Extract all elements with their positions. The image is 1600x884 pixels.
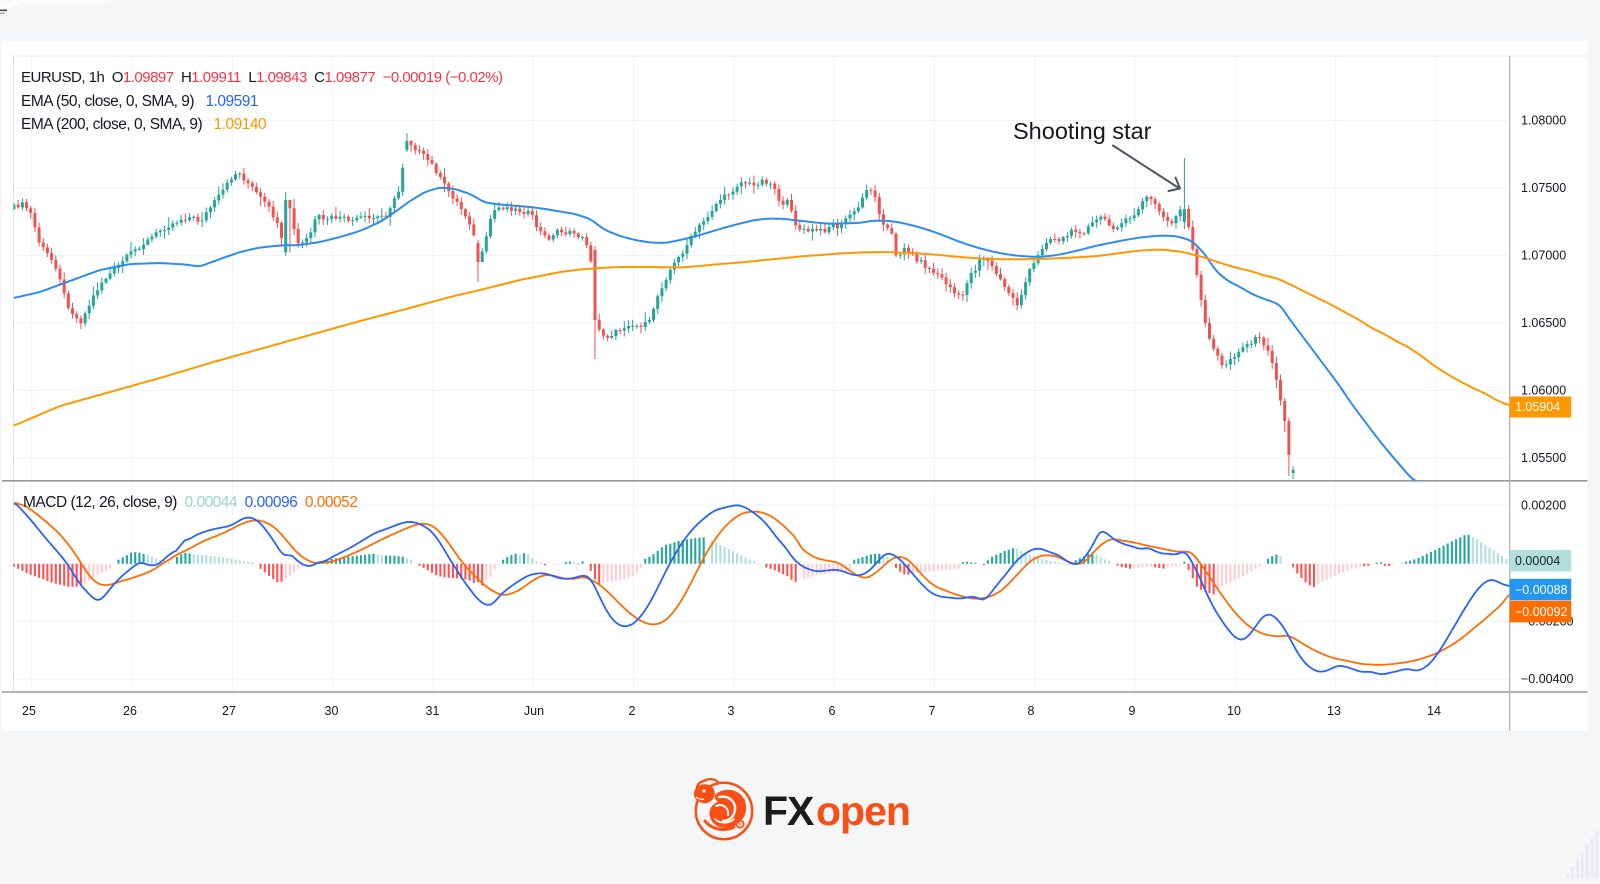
svg-text:8: 8 [1028, 704, 1035, 718]
svg-text:−0.00400: −0.00400 [1521, 672, 1574, 686]
svg-text:open: open [816, 788, 910, 834]
svg-text:−0.00088: −0.00088 [1515, 583, 1568, 597]
svg-text:1.08000: 1.08000 [1521, 114, 1566, 128]
svg-text:0.00200: 0.00200 [1521, 499, 1566, 513]
svg-text:Jun: Jun [524, 704, 544, 718]
svg-text:9: 9 [1129, 704, 1136, 718]
svg-text:1.06500: 1.06500 [1521, 316, 1566, 330]
svg-text:FX: FX [763, 788, 814, 834]
svg-text:1.07500: 1.07500 [1521, 181, 1566, 195]
svg-text:31: 31 [426, 704, 440, 718]
svg-text:EURUSD, 1h O1.09897 H1.09911: EURUSD, 1h O1.09897 H1.09911 L1.09843 C1… [21, 69, 503, 86]
svg-text:13: 13 [1327, 704, 1341, 718]
svg-text:Shooting star: Shooting star [1013, 118, 1152, 144]
svg-text:30: 30 [325, 704, 339, 718]
svg-text:−0.00092: −0.00092 [1515, 605, 1568, 619]
svg-text:1.05904: 1.05904 [1515, 400, 1560, 414]
svg-text:1.06000: 1.06000 [1521, 384, 1566, 398]
svg-text:2: 2 [629, 704, 636, 718]
svg-text:10: 10 [1227, 704, 1241, 718]
svg-text:6: 6 [829, 704, 836, 718]
svg-text:1.05500: 1.05500 [1521, 451, 1566, 465]
svg-text:MACD (12, 26, close, 9) 0.000: MACD (12, 26, close, 9) 0.00044 0.00096 … [23, 494, 357, 511]
svg-text:26: 26 [123, 704, 137, 718]
svg-text:1.07000: 1.07000 [1521, 249, 1566, 263]
svg-text:25: 25 [22, 704, 36, 718]
svg-text:14: 14 [1427, 704, 1441, 718]
svg-text:0.00004: 0.00004 [1515, 554, 1560, 568]
svg-text:EMA (200, close, 0, SMA, 9): EMA (200, close, 0, SMA, 9) 1.09140 [21, 116, 267, 133]
svg-text:3: 3 [728, 704, 735, 718]
svg-text:7: 7 [929, 704, 936, 718]
svg-text:EMA (50, close, 0, SMA, 9) 1: EMA (50, close, 0, SMA, 9) 1.09591 [21, 93, 258, 110]
svg-text:27: 27 [222, 704, 236, 718]
